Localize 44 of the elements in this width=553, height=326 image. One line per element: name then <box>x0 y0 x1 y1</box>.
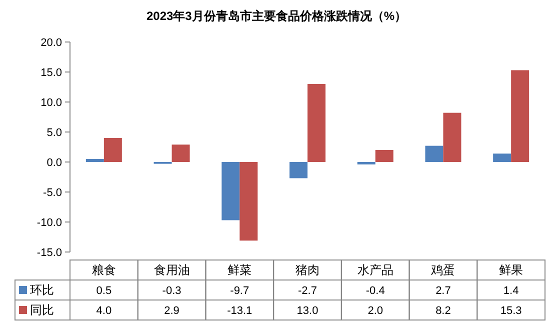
y-tick-label: 0.0 <box>46 157 62 169</box>
bar <box>443 112 462 162</box>
legend-label: 环比 <box>30 283 54 297</box>
bar <box>425 146 444 162</box>
data-label: -9.7 <box>230 285 250 297</box>
data-label: 15.3 <box>500 305 522 317</box>
data-label: 8.2 <box>436 305 451 317</box>
y-tick-label: 20.0 <box>40 37 62 49</box>
x-tick-label: 食用油 <box>154 263 190 277</box>
y-tick-label: 10.0 <box>40 97 62 109</box>
bar <box>375 150 394 162</box>
x-tick-label: 水产品 <box>357 263 394 277</box>
bar <box>104 138 122 162</box>
data-label: -0.4 <box>366 285 385 297</box>
data-label: 4.0 <box>96 305 112 317</box>
bar <box>222 162 240 220</box>
bar <box>511 70 530 162</box>
data-label: 2.7 <box>436 285 451 297</box>
y-tick-label: -10.0 <box>36 217 62 229</box>
y-tick-label: -5.0 <box>43 187 62 199</box>
x-tick-label: 猪肉 <box>296 263 320 277</box>
x-tick-label: 鸡蛋 <box>430 263 456 277</box>
data-label: -13.1 <box>227 305 252 317</box>
x-tick-label: 鲜菜 <box>228 263 252 277</box>
bar <box>240 162 258 241</box>
data-label: 2.9 <box>164 305 180 317</box>
bar <box>172 144 190 162</box>
x-tick-label: 鲜果 <box>499 263 524 277</box>
x-tick-label: 粮食 <box>92 263 116 277</box>
bar <box>290 162 308 178</box>
legend-label: 同比 <box>30 303 54 317</box>
data-label: -0.3 <box>162 285 182 297</box>
y-tick-label: 15.0 <box>40 67 62 79</box>
data-label: 2.0 <box>368 305 384 317</box>
data-label: -2.7 <box>298 285 317 297</box>
data-label: 13.0 <box>296 305 318 317</box>
data-label: 1.4 <box>503 285 519 297</box>
chart-title: 2023年3月份青岛市主要食品价格涨跌情况（%） <box>146 9 407 23</box>
data-label: 0.5 <box>96 285 112 297</box>
y-tick-label: 5.0 <box>46 127 62 139</box>
bar <box>493 154 512 162</box>
bar <box>86 159 104 162</box>
bar <box>308 84 326 162</box>
y-tick-label: -15.0 <box>36 247 62 259</box>
